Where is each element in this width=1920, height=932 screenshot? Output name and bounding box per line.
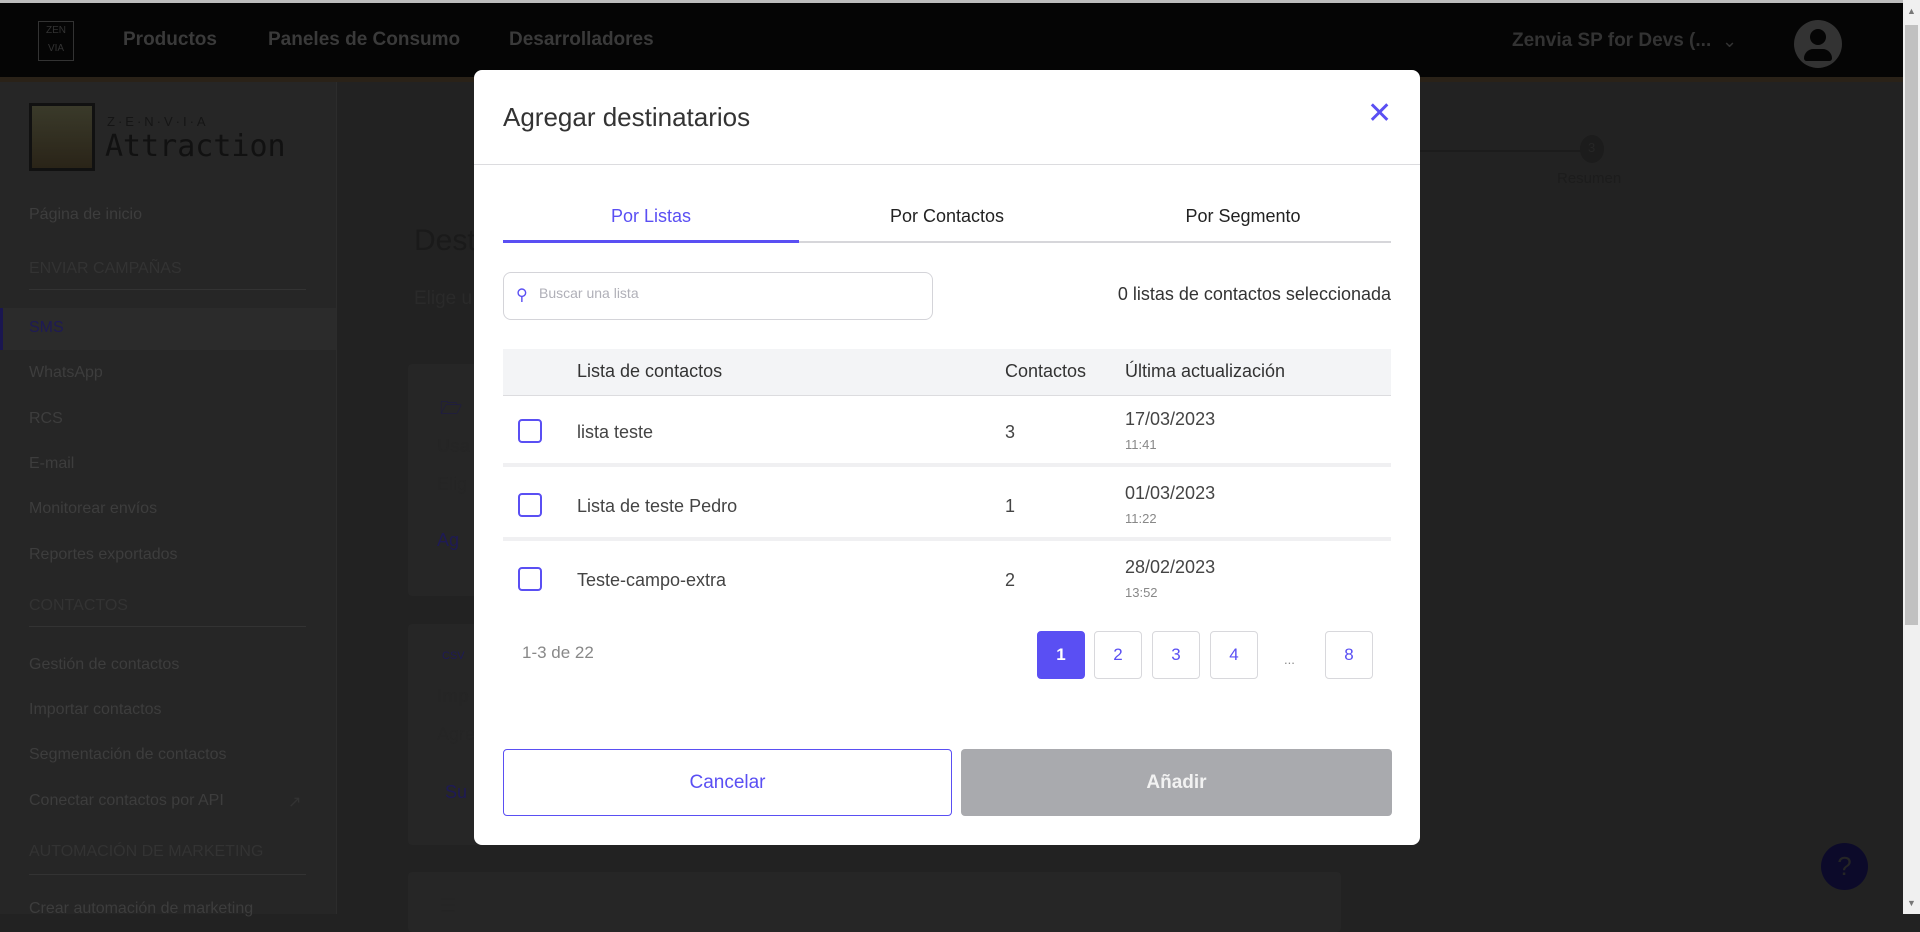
row-checkbox[interactable]	[518, 419, 542, 443]
column-header-contactos: Contactos	[1005, 361, 1087, 381]
brand-subtitle: Z·E·N·V·I·A	[107, 114, 209, 129]
card-text: Elig	[437, 474, 468, 494]
contacts-count: 3	[1005, 422, 1016, 442]
add-button[interactable]: Añadir	[961, 749, 1392, 816]
sidebar-item-monitorear[interactable]: Monitorear envíos	[29, 500, 158, 517]
pagination-ellipsis: ...	[1284, 652, 1295, 667]
divider	[503, 537, 1391, 541]
sidebar-item-rcs[interactable]: RCS	[29, 410, 63, 427]
page-title: Dest	[414, 224, 476, 257]
nav-desarrolladores[interactable]: Desarrolladores	[509, 29, 654, 50]
sidebar-item-email[interactable]: E-mail	[29, 455, 75, 472]
search-input[interactable]	[539, 285, 919, 301]
updated-date: 28/02/2023	[1125, 557, 1216, 577]
scroll-down-arrow-icon[interactable]: ▼	[1907, 898, 1916, 908]
sidebar-item-importar[interactable]: Importar contactos	[29, 701, 162, 718]
table-row: Teste-campo-extra 2 28/02/2023 13:52	[503, 545, 1391, 615]
updated-date: 01/03/2023	[1125, 483, 1216, 503]
folder-icon: 🗁	[440, 398, 463, 418]
card-button[interactable]: Su	[445, 782, 468, 802]
page-button-8[interactable]: 8	[1325, 631, 1373, 679]
tab-por-contactos[interactable]: Por Contactos	[889, 206, 1005, 226]
search-box: ⚲	[503, 272, 933, 320]
pagination-range: 1-3 de 22	[522, 643, 594, 662]
page-subtitle: Elige u	[414, 288, 473, 309]
search-icon: ⚲	[516, 287, 528, 304]
stepper-line	[1420, 150, 1590, 152]
sidebar-section-enviar: ENVIAR CAMPAÑAS	[29, 260, 182, 277]
card-title: Usa	[437, 436, 471, 456]
page-button-1[interactable]: 1	[1037, 631, 1085, 679]
table-row: lista teste 3 17/03/2023 11:41	[503, 397, 1391, 467]
sidebar-section-contactos: CONTACTOS	[29, 597, 128, 614]
sidebar: Z·E·N·V·I·A Attraction Página de inicio …	[0, 82, 337, 917]
sidebar-item-sms[interactable]: SMS	[29, 319, 64, 336]
divider	[29, 874, 306, 875]
card-segment: ☰	[408, 872, 1341, 932]
card-title: Imp	[437, 686, 470, 706]
top-navbar: ZEN VIA Productos Paneles de Consumo Des…	[0, 0, 1903, 77]
contacts-count: 2	[1005, 570, 1016, 590]
page-button-4[interactable]: 4	[1210, 631, 1258, 679]
list-icon: ☰	[440, 896, 457, 916]
chevron-down-icon[interactable]: ⌄	[1722, 31, 1738, 51]
user-avatar-icon[interactable]	[1794, 20, 1842, 68]
selected-count: 0 listas de contactos seleccionada	[1117, 284, 1391, 304]
cancel-button[interactable]: Cancelar	[503, 749, 952, 816]
help-icon[interactable]: ?	[1821, 843, 1868, 890]
external-link-icon: ↗	[288, 794, 302, 811]
sidebar-item-segmentacion[interactable]: Segmentación de contactos	[29, 746, 227, 763]
scrollbar[interactable]: ▲ ▼	[1903, 0, 1920, 914]
row-checkbox[interactable]	[518, 493, 542, 517]
divider	[503, 463, 1391, 467]
list-name: lista teste	[577, 422, 654, 442]
divider	[29, 626, 306, 627]
divider	[474, 164, 1420, 165]
row-checkbox[interactable]	[518, 567, 542, 591]
divider	[29, 289, 306, 290]
table-row: Lista de teste Pedro 1 01/03/2023 11:22	[503, 471, 1391, 541]
close-icon[interactable]: ✕	[1367, 97, 1393, 130]
brand-image	[29, 103, 95, 171]
list-name: Teste-campo-extra	[577, 570, 727, 590]
scroll-up-arrow-icon[interactable]: ▲	[1907, 6, 1916, 16]
scrollbar-thumb[interactable]	[1905, 25, 1918, 625]
card-text: Agre	[437, 724, 476, 744]
sidebar-item-api[interactable]: Conectar contactos por API	[29, 792, 224, 809]
card-button[interactable]: Ag	[437, 530, 460, 550]
tab-por-listas[interactable]: Por Listas	[503, 201, 799, 243]
page-button-2[interactable]: 2	[1094, 631, 1142, 679]
sidebar-item-whatsapp[interactable]: WhatsApp	[29, 364, 103, 381]
stepper-label: Resumen	[1557, 170, 1622, 187]
list-name: Lista de teste Pedro	[577, 496, 738, 516]
updated-time: 13:52	[1125, 585, 1158, 600]
sidebar-section-automacion: AUTOMACIÓN DE MARKETING	[29, 843, 264, 860]
nav-paneles-de-consumo[interactable]: Paneles de Consumo	[268, 29, 461, 50]
csv-icon: CSV	[442, 650, 465, 662]
sidebar-item-sms-active[interactable]	[0, 308, 336, 350]
column-header-actualizacion: Última actualización	[1125, 361, 1286, 381]
account-selector[interactable]: Zenvia SP for Devs (...	[1512, 30, 1712, 51]
column-header-lista: Lista de contactos	[577, 361, 723, 381]
brand-name: Attraction	[105, 129, 286, 164]
zenvia-logo[interactable]: ZEN VIA	[38, 21, 74, 61]
table-header: Lista de contactos Contactos Última actu…	[503, 349, 1391, 396]
updated-date: 17/03/2023	[1125, 409, 1216, 429]
updated-time: 11:22	[1125, 511, 1157, 526]
sidebar-item-crear-automacion[interactable]: Crear automación de marketing	[29, 900, 254, 917]
nav-productos[interactable]: Productos	[123, 29, 217, 50]
sidebar-item-reportes[interactable]: Reportes exportados	[29, 546, 178, 563]
page-button-3[interactable]: 3	[1152, 631, 1200, 679]
stepper-step: 3	[1580, 135, 1604, 163]
sidebar-item-gestion[interactable]: Gestión de contactos	[29, 656, 180, 673]
tabs: Por Listas Por Contactos Por Segmento	[503, 201, 1391, 243]
modal-title: Agregar destinatarios	[503, 102, 751, 132]
add-recipients-modal: Agregar destinatarios ✕ Por Listas Por C…	[474, 70, 1420, 845]
tab-por-segmento[interactable]: Por Segmento	[1185, 206, 1301, 226]
sidebar-item-home[interactable]: Página de inicio	[29, 206, 142, 223]
updated-time: 11:41	[1125, 437, 1157, 452]
contacts-count: 1	[1005, 496, 1016, 516]
